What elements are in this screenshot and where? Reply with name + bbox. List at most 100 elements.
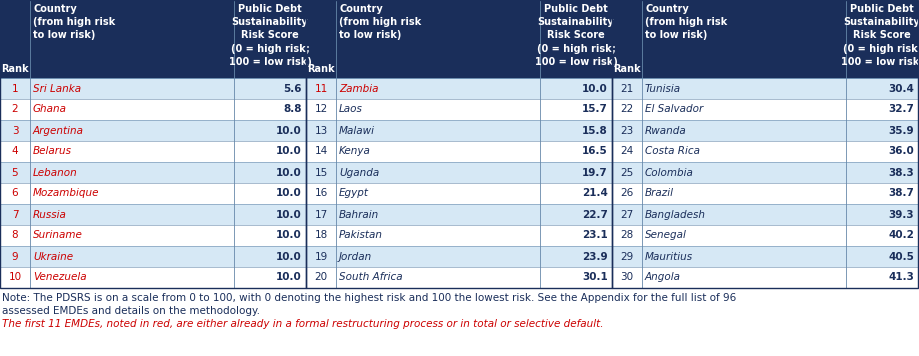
Text: Belarus: Belarus [33, 147, 72, 157]
Bar [0, 267, 306, 288]
Bar [0, 120, 306, 141]
Text: 4: 4 [12, 147, 18, 157]
Text: 41.3: 41.3 [888, 272, 914, 283]
Bar [0, 0, 306, 78]
Text: Sri Lanka: Sri Lanka [33, 84, 81, 94]
Bar [612, 225, 918, 246]
Text: Note: The PDSRS is on a scale from 0 to 100, with 0 denoting the highest risk an: Note: The PDSRS is on a scale from 0 to … [2, 293, 736, 303]
Text: Rank: Rank [1, 64, 28, 74]
Text: South Africa: South Africa [339, 272, 403, 283]
Text: Public Debt
Sustainability
Risk Score
(0 = high risk;
100 = low risk): Public Debt Sustainability Risk Score (0… [535, 4, 618, 67]
Text: El Salvador: El Salvador [645, 105, 703, 115]
Text: 1: 1 [12, 84, 18, 94]
Text: 5.6: 5.6 [283, 84, 302, 94]
Bar [306, 141, 612, 162]
Text: 26: 26 [620, 188, 633, 199]
Text: 21.4: 21.4 [582, 188, 608, 199]
Text: 39.3: 39.3 [889, 209, 914, 220]
Text: Tunisia: Tunisia [645, 84, 681, 94]
Text: 10.0: 10.0 [277, 168, 302, 178]
Text: 23: 23 [620, 126, 633, 136]
Text: 28: 28 [620, 230, 633, 241]
Bar [612, 162, 918, 183]
Text: 18: 18 [314, 230, 328, 241]
Text: 29: 29 [620, 251, 633, 262]
Text: 23.1: 23.1 [583, 230, 608, 241]
Bar [306, 246, 612, 267]
Text: Country
(from high risk
to low risk): Country (from high risk to low risk) [339, 4, 421, 40]
Text: 10.0: 10.0 [277, 251, 302, 262]
Text: 36.0: 36.0 [889, 147, 914, 157]
Bar [306, 162, 612, 183]
Bar [306, 0, 612, 78]
Text: 40.5: 40.5 [888, 251, 914, 262]
Bar [612, 99, 918, 120]
Text: Senegal: Senegal [645, 230, 686, 241]
Text: 19: 19 [314, 251, 328, 262]
Text: 15.8: 15.8 [583, 126, 608, 136]
Text: 10.0: 10.0 [583, 84, 608, 94]
Text: 38.7: 38.7 [888, 188, 914, 199]
Bar [612, 204, 918, 225]
Text: Kenya: Kenya [339, 147, 371, 157]
Text: 12: 12 [314, 105, 328, 115]
Text: 38.3: 38.3 [889, 168, 914, 178]
Text: Lebanon: Lebanon [33, 168, 78, 178]
Text: Colombia: Colombia [645, 168, 694, 178]
Bar [612, 183, 918, 204]
Text: Laos: Laos [339, 105, 363, 115]
Bar [306, 120, 612, 141]
Bar [0, 162, 306, 183]
Text: Mozambique: Mozambique [33, 188, 99, 199]
Text: Mauritius: Mauritius [645, 251, 693, 262]
Text: Malawi: Malawi [339, 126, 375, 136]
Text: 16.5: 16.5 [583, 147, 608, 157]
Text: Rwanda: Rwanda [645, 126, 686, 136]
Text: 10.0: 10.0 [277, 209, 302, 220]
Text: Suriname: Suriname [33, 230, 83, 241]
Text: 22: 22 [620, 105, 633, 115]
Bar [612, 78, 918, 99]
Text: 10.0: 10.0 [277, 126, 302, 136]
Bar [612, 120, 918, 141]
Text: 35.9: 35.9 [889, 126, 914, 136]
Text: Costa Rica: Costa Rica [645, 147, 700, 157]
Text: Rank: Rank [307, 64, 335, 74]
Bar [0, 246, 306, 267]
Text: 10.0: 10.0 [277, 188, 302, 199]
Text: Argentina: Argentina [33, 126, 84, 136]
Bar [306, 99, 612, 120]
Text: 10.0: 10.0 [277, 230, 302, 241]
Text: 24: 24 [620, 147, 633, 157]
Text: 25: 25 [620, 168, 633, 178]
Text: 8: 8 [12, 230, 18, 241]
Bar [612, 0, 918, 288]
Bar [306, 267, 612, 288]
Text: 40.2: 40.2 [888, 230, 914, 241]
Text: 30: 30 [620, 272, 633, 283]
Text: Country
(from high risk
to low risk): Country (from high risk to low risk) [33, 4, 115, 40]
Text: Russia: Russia [33, 209, 67, 220]
Text: Zambia: Zambia [339, 84, 379, 94]
Text: 15: 15 [314, 168, 328, 178]
Bar [612, 246, 918, 267]
Text: Public Debt
Sustainability
Risk Score
(0 = high risk;
100 = low risk): Public Debt Sustainability Risk Score (0… [841, 4, 919, 67]
Bar [0, 141, 306, 162]
Text: 17: 17 [314, 209, 328, 220]
Bar [612, 0, 918, 78]
Text: 19.7: 19.7 [583, 168, 608, 178]
Text: 21: 21 [620, 84, 633, 94]
Text: Jordan: Jordan [339, 251, 372, 262]
Text: 30.1: 30.1 [583, 272, 608, 283]
Text: Rank: Rank [613, 64, 641, 74]
Text: Angola: Angola [645, 272, 681, 283]
Text: 10.0: 10.0 [277, 272, 302, 283]
Text: assessed EMDEs and details on the methodology.: assessed EMDEs and details on the method… [2, 306, 260, 316]
Text: 13: 13 [314, 126, 328, 136]
Text: 8.8: 8.8 [283, 105, 302, 115]
Bar [306, 0, 612, 288]
Text: Venezuela: Venezuela [33, 272, 86, 283]
Text: 14: 14 [314, 147, 328, 157]
Bar [0, 0, 306, 288]
Text: 10: 10 [8, 272, 21, 283]
